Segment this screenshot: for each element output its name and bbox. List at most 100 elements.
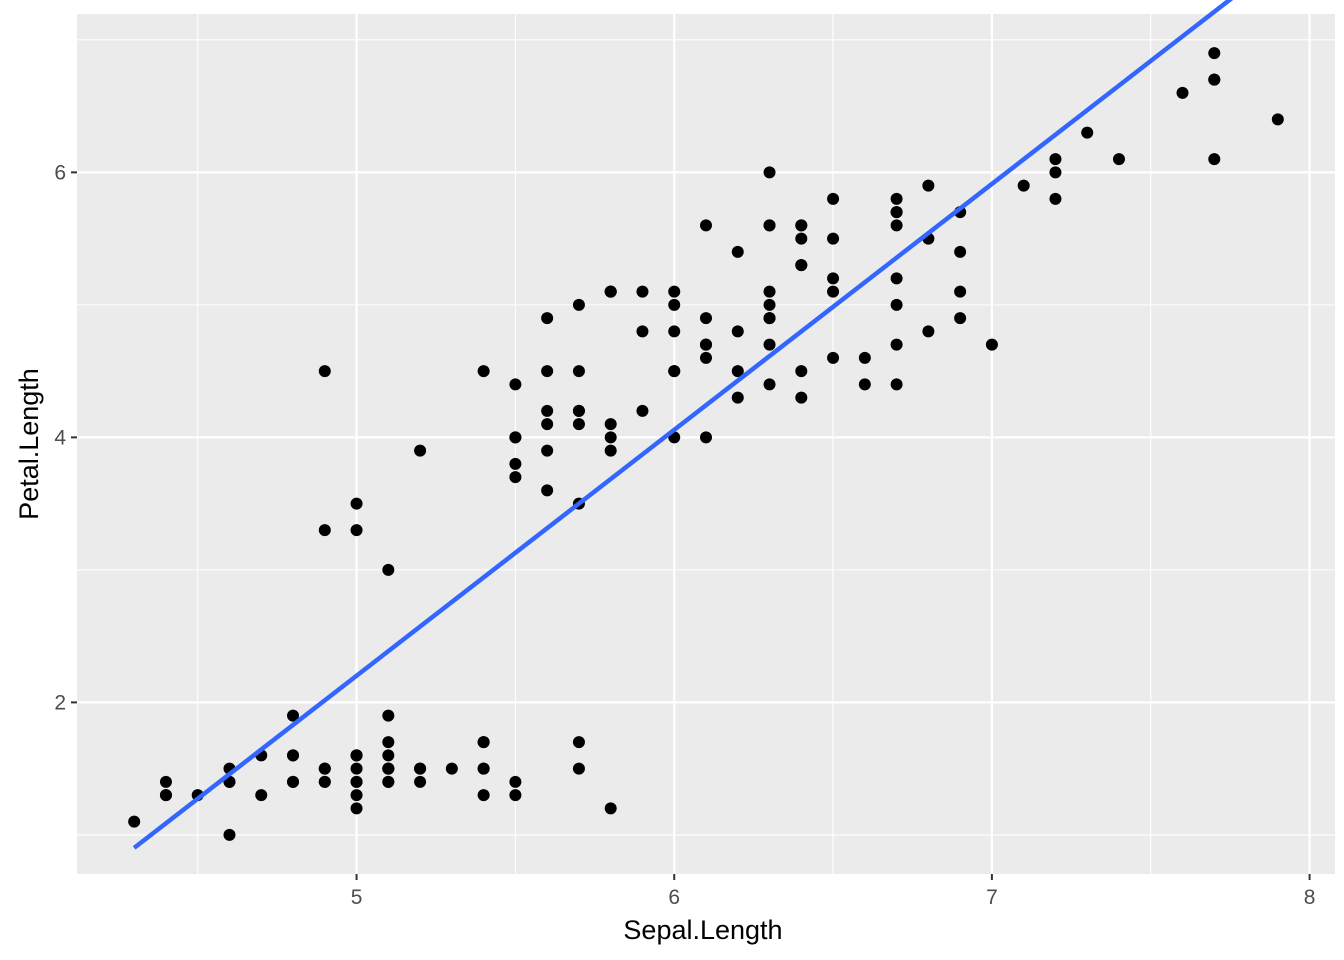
data-point xyxy=(731,391,744,404)
data-point xyxy=(763,338,776,351)
minor-gridlines xyxy=(77,14,1335,874)
data-point xyxy=(890,378,903,391)
data-point xyxy=(636,325,649,338)
data-point xyxy=(827,285,840,298)
data-point xyxy=(287,775,300,788)
data-point xyxy=(795,219,808,232)
data-point xyxy=(414,762,427,775)
data-point xyxy=(1208,73,1221,86)
data-point xyxy=(541,404,554,417)
data-point xyxy=(827,192,840,205)
y-tick-label: 6 xyxy=(54,161,66,184)
x-tick-label: 8 xyxy=(1304,886,1316,909)
regression-line-group xyxy=(132,0,1234,850)
data-point xyxy=(350,497,363,510)
x-axis-title: Sepal.Length xyxy=(623,915,782,945)
data-point xyxy=(159,789,172,802)
data-point xyxy=(382,709,395,722)
data-point xyxy=(827,351,840,364)
data-point xyxy=(541,484,554,497)
data-point xyxy=(509,378,522,391)
data-point xyxy=(763,285,776,298)
data-point xyxy=(287,749,300,762)
x-tick-label: 5 xyxy=(351,886,363,909)
data-point xyxy=(477,762,490,775)
data-point xyxy=(954,312,967,325)
data-point xyxy=(509,471,522,484)
data-point xyxy=(382,736,395,749)
data-point xyxy=(1049,166,1062,179)
y-tick-label: 4 xyxy=(54,426,66,449)
data-point xyxy=(318,524,331,537)
data-points xyxy=(128,47,1284,841)
y-axis-title: Petal.Length xyxy=(14,368,44,520)
data-point xyxy=(159,775,172,788)
data-point xyxy=(890,192,903,205)
data-point xyxy=(668,325,681,338)
data-point xyxy=(1112,153,1125,166)
data-point xyxy=(890,206,903,219)
data-point xyxy=(890,298,903,311)
data-point xyxy=(509,789,522,802)
data-point xyxy=(1081,126,1094,139)
data-point xyxy=(700,338,712,351)
data-point xyxy=(287,709,300,722)
data-point xyxy=(572,418,585,431)
data-point xyxy=(922,179,935,192)
data-point xyxy=(1208,153,1221,166)
data-point xyxy=(636,404,649,417)
data-point xyxy=(541,365,554,378)
data-point xyxy=(414,444,427,457)
data-point xyxy=(604,444,617,457)
data-point xyxy=(350,762,363,775)
data-point xyxy=(827,272,840,285)
data-point xyxy=(700,351,712,364)
data-point xyxy=(858,378,871,391)
data-point xyxy=(731,365,744,378)
data-point xyxy=(350,524,363,537)
data-point xyxy=(668,285,681,298)
data-point xyxy=(382,749,395,762)
data-point xyxy=(1049,153,1062,166)
data-point xyxy=(763,312,776,325)
data-point xyxy=(350,789,363,802)
data-point xyxy=(858,351,871,364)
data-point xyxy=(509,775,522,788)
data-point xyxy=(890,338,903,351)
data-point xyxy=(572,298,585,311)
data-point xyxy=(763,219,776,232)
data-point xyxy=(572,404,585,417)
data-point xyxy=(763,298,776,311)
data-point xyxy=(350,802,363,815)
data-point xyxy=(1017,179,1030,192)
x-tick-label: 7 xyxy=(986,886,998,909)
data-point xyxy=(763,378,776,391)
data-point xyxy=(604,431,617,444)
x-axis: 5 6 7 8 xyxy=(351,874,1316,909)
data-point xyxy=(509,457,522,470)
data-point xyxy=(350,775,363,788)
data-point xyxy=(477,789,490,802)
data-point xyxy=(890,272,903,285)
data-point xyxy=(541,312,554,325)
data-point xyxy=(763,166,776,179)
data-point xyxy=(318,365,331,378)
data-point xyxy=(890,219,903,232)
data-point xyxy=(827,232,840,245)
data-point xyxy=(541,444,554,457)
data-point xyxy=(414,775,427,788)
data-point xyxy=(572,736,585,749)
data-point xyxy=(604,418,617,431)
data-point xyxy=(1049,192,1062,205)
data-point xyxy=(731,325,744,338)
data-point xyxy=(128,815,141,828)
data-point xyxy=(954,245,967,258)
y-tick-label: 2 xyxy=(54,691,66,714)
data-point xyxy=(1208,47,1221,60)
data-point xyxy=(350,749,363,762)
data-point xyxy=(255,789,268,802)
data-point xyxy=(477,736,490,749)
data-point xyxy=(382,775,395,788)
data-point xyxy=(382,563,395,576)
